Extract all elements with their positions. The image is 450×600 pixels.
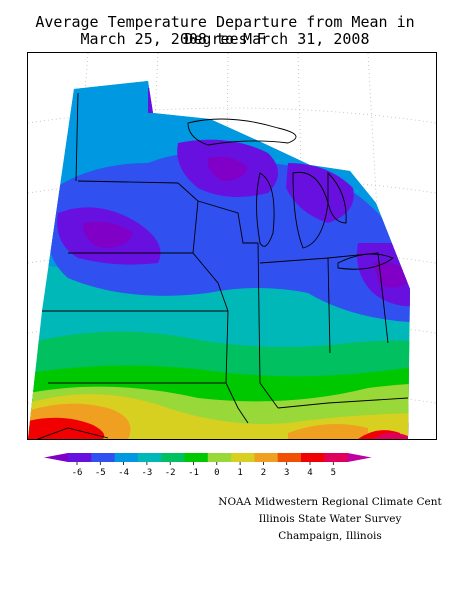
legend-swatch — [277, 453, 302, 462]
legend-swatch — [324, 453, 349, 462]
legend-swatch — [161, 453, 185, 462]
legend-tick-label: 1 — [237, 468, 242, 478]
credit-organization: NOAA Midwestern Regional Climate Cent — [218, 496, 442, 508]
credit-location: Champaign, Illinois — [278, 530, 382, 542]
legend-tick-label: -6 — [72, 468, 83, 478]
legend-swatch — [254, 453, 279, 462]
temperature-contours — [28, 81, 410, 439]
legend-swatches — [44, 453, 372, 462]
legend-tick-label: 4 — [307, 468, 312, 478]
legend-tick-label: -5 — [95, 468, 106, 478]
legend-swatch — [207, 453, 232, 462]
legend-tick-label: -2 — [165, 468, 176, 478]
state-boundaries — [37, 92, 409, 439]
legend-tick-label: -1 — [188, 468, 199, 478]
credit-survey: Illinois State Water Survey — [258, 513, 402, 525]
map-canvas — [28, 53, 436, 439]
color-scale-legend: -6 -5 -4 -3 -2 -1 0 1 2 3 4 5 — [44, 453, 372, 478]
legend-arrow-low — [44, 453, 68, 462]
legend-swatch — [184, 453, 209, 462]
legend-swatch — [91, 453, 116, 462]
legend-swatch — [231, 453, 255, 462]
legend-tick-label: -4 — [118, 468, 129, 478]
legend-tick-label: 5 — [331, 468, 336, 478]
legend-swatch — [137, 453, 162, 462]
legend-tick-label: -3 — [141, 468, 152, 478]
legend-swatch — [68, 453, 92, 462]
legend-arrow-high — [347, 453, 372, 462]
map-title: Average Temperature Departure from Mean … — [35, 13, 415, 48]
legend-tick-label: 2 — [261, 468, 266, 478]
map-date-range: March 25, 2008 to March 31, 2008 — [80, 30, 370, 48]
temperature-departure-map — [27, 52, 437, 440]
legend-ticks: -6 -5 -4 -3 -2 -1 0 1 2 3 4 5 — [72, 462, 336, 478]
legend-tick-label: 0 — [214, 468, 219, 478]
legend-swatch — [114, 453, 139, 462]
legend-tick-label: 3 — [284, 468, 289, 478]
legend-swatch — [301, 453, 325, 462]
